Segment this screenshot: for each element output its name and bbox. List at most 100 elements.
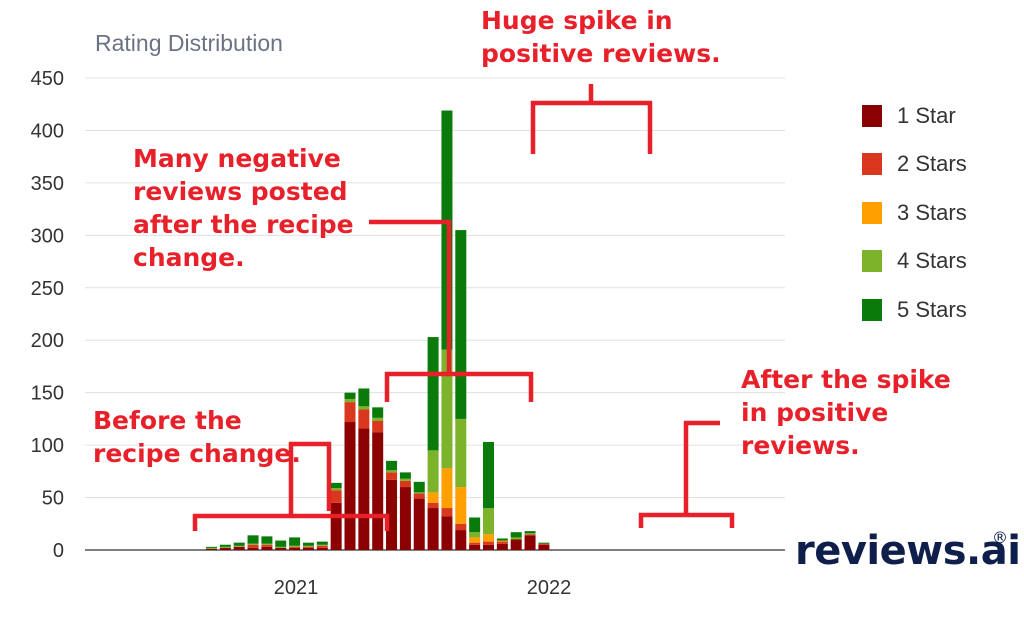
legend-label: 2 Stars xyxy=(897,151,967,176)
annotation-line: Many negative xyxy=(133,144,341,173)
y-tick-label: 100 xyxy=(31,435,64,457)
bar-segment xyxy=(455,487,467,524)
bar-segment xyxy=(302,547,314,550)
bar-segment xyxy=(455,523,467,531)
annotation-line: Huge spike in xyxy=(481,6,673,35)
bar-segment xyxy=(469,544,481,550)
bar-segment xyxy=(289,545,301,547)
bar-segment xyxy=(413,493,425,499)
bar-segment xyxy=(289,537,301,546)
annotation-line: reviews posted xyxy=(133,177,348,206)
bar-segment xyxy=(386,460,398,471)
bar-segment xyxy=(441,349,453,469)
bar-segment xyxy=(399,480,411,488)
legend-item-1-star[interactable]: 1 Star xyxy=(862,101,956,131)
bar-segment xyxy=(524,531,536,534)
brand-logo: reviews.ai xyxy=(795,528,1021,574)
x-axis-ticks: 2021 2022 xyxy=(274,577,572,599)
bar-segment xyxy=(538,542,550,544)
x-tick-label: 2022 xyxy=(527,577,572,599)
bar-segment xyxy=(316,547,328,550)
bar-segment xyxy=(261,544,273,547)
annotation-bracket xyxy=(192,441,390,531)
bar-segment xyxy=(206,548,217,550)
bar-segment xyxy=(496,538,508,541)
bar-segment xyxy=(413,492,425,494)
bar-segment xyxy=(413,498,425,550)
bar-segment xyxy=(358,406,370,410)
bar-segment xyxy=(469,517,481,533)
legend-swatch xyxy=(862,105,882,127)
bar-segment xyxy=(275,540,287,547)
annotation-brackets xyxy=(192,84,735,531)
annotation-line: change. xyxy=(133,243,245,272)
legend-item-3-stars[interactable]: 3 Stars xyxy=(862,198,967,228)
bar-segment xyxy=(261,536,273,544)
bar-segment xyxy=(289,546,301,548)
bar-segment xyxy=(330,502,342,550)
bar-segment xyxy=(441,508,453,517)
bar-segment xyxy=(427,492,439,503)
bar-segment xyxy=(469,532,481,538)
y-tick-label: 250 xyxy=(31,278,64,300)
bar-segment xyxy=(455,418,467,488)
bar-segment xyxy=(330,488,342,491)
legend-label: 5 Stars xyxy=(897,297,967,322)
bar-segment xyxy=(261,546,273,550)
chart-title: Rating Distribution xyxy=(95,30,283,56)
legend-swatch xyxy=(862,202,882,224)
legend-swatch xyxy=(862,153,882,175)
bar-segment xyxy=(399,487,411,550)
y-tick-label: 350 xyxy=(31,173,64,195)
bar-segment xyxy=(233,546,245,550)
bar-segment xyxy=(483,544,494,550)
bar-segment xyxy=(261,543,273,545)
annotation-bracket xyxy=(369,219,534,402)
bar-segment xyxy=(427,337,439,451)
bar-segment xyxy=(427,450,439,493)
legend-swatch xyxy=(862,299,882,321)
annotation-spike: Huge spike in positive reviews. xyxy=(481,4,721,70)
bar-segment xyxy=(372,407,384,418)
registered-mark: ® xyxy=(992,528,1008,547)
bar-segment xyxy=(206,547,217,549)
annotation-line: Before the xyxy=(93,406,242,435)
bar-segment xyxy=(302,546,314,548)
legend-item-4-stars[interactable]: 4 Stars xyxy=(862,246,967,276)
bar-segment xyxy=(483,541,494,545)
y-tick-label: 200 xyxy=(31,330,64,352)
bar-segment xyxy=(344,422,356,550)
y-tick-label: 50 xyxy=(42,488,64,510)
bar-segment xyxy=(386,479,398,550)
bar-segment xyxy=(524,534,536,536)
y-axis-ticks: 0 50 100 150 200 250 300 350 400 450 xyxy=(31,68,64,562)
bar-segment xyxy=(219,546,231,548)
bar-segment xyxy=(344,392,356,399)
bar-segment xyxy=(233,542,245,546)
bar-segment xyxy=(455,230,467,419)
bar-segment xyxy=(247,535,259,544)
legend-label: 3 Stars xyxy=(897,200,967,225)
legend-swatch xyxy=(862,250,882,272)
bar-segment xyxy=(316,541,328,545)
bar-segment xyxy=(413,481,425,493)
bar-segment xyxy=(316,544,328,546)
bar-segment xyxy=(510,539,522,550)
bar-segment xyxy=(469,542,481,545)
bar-segment xyxy=(247,547,259,550)
legend-item-2-stars[interactable]: 2 Stars xyxy=(862,149,967,179)
annotation-line: reviews. xyxy=(741,431,860,460)
bar-segment xyxy=(483,508,494,535)
bar-segment xyxy=(302,542,314,546)
annotation-bracket xyxy=(638,420,735,528)
bar-segment xyxy=(496,543,508,550)
bar-segment xyxy=(496,540,508,542)
bar-segment xyxy=(427,502,439,509)
bar-segment xyxy=(538,543,550,545)
legend-item-5-stars[interactable]: 5 Stars xyxy=(862,295,967,325)
bar-segment xyxy=(344,398,356,403)
y-tick-label: 450 xyxy=(31,68,64,90)
bar-segment xyxy=(455,530,467,550)
bar-segment xyxy=(538,544,550,550)
legend-label: 1 Star xyxy=(897,103,956,128)
